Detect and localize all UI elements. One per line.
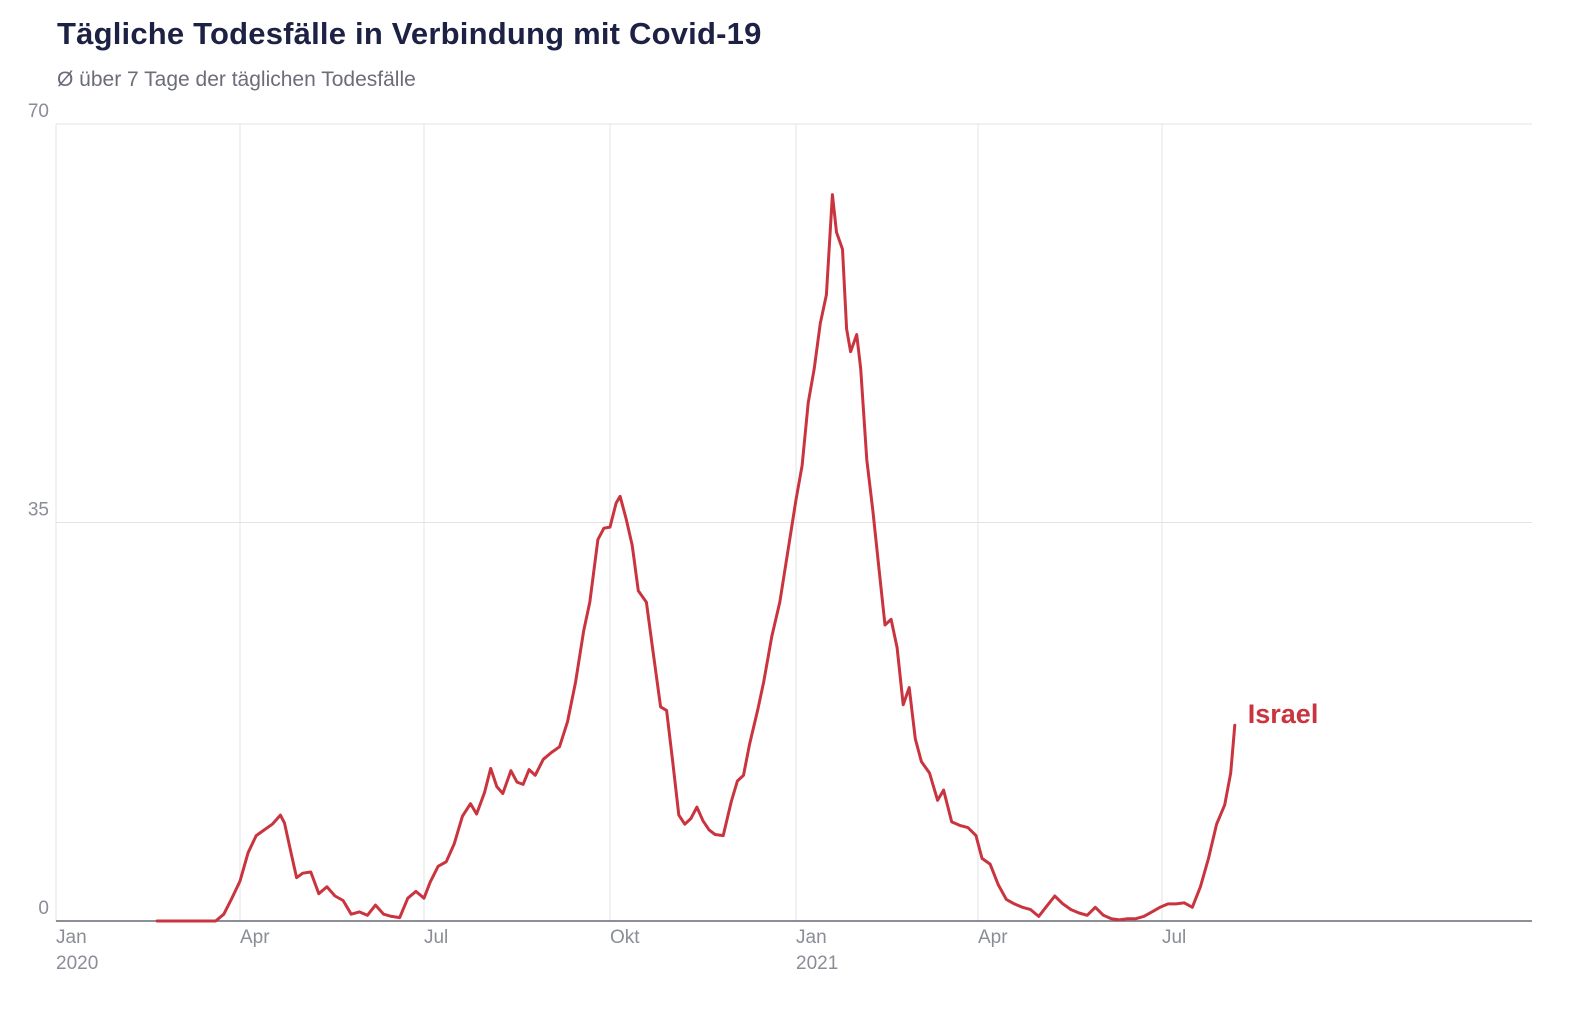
x-tick-label: Okt [610,927,640,948]
series-labels: Israel [1248,699,1319,729]
x-tick-label: Apr [978,927,1008,948]
x-tick-year-label: 2020 [56,953,98,974]
gridlines [55,123,1532,921]
y-tick-label: 35 [28,500,49,521]
series-label-israel: Israel [1248,699,1319,729]
y-axis-labels: 0 35 70 [28,101,49,919]
x-tick-label: Jan [796,927,827,948]
x-tick-label: Jul [1162,927,1186,948]
x-axis-labels: Jan 2020 Apr Jul Okt Jan 2021 Apr Jul [56,927,1186,974]
y-tick-label: 0 [38,898,49,919]
y-tick-label: 70 [28,101,49,122]
series-lines [155,193,1237,923]
chart-title: Tägliche Todesfälle in Verbindung mit Co… [57,16,762,51]
x-tick-label: Jan [56,927,87,948]
chart-subtitle: Ø über 7 Tage der täglichen Todesfälle [57,68,416,91]
x-tick-label: Jul [424,927,448,948]
x-tick-label: Apr [240,927,270,948]
series-line-israel [155,193,1237,923]
x-tick-year-label: 2021 [796,953,838,974]
